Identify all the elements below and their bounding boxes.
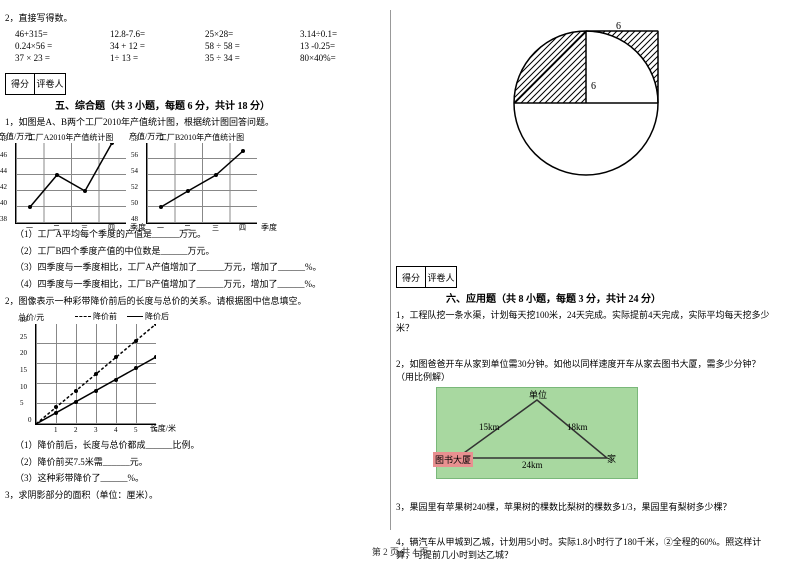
xtick: 二 (184, 223, 191, 233)
xtick: 3 (94, 426, 98, 434)
q5-2-2: （2）降价前买7.5米需______元。 (15, 456, 385, 469)
tri-bl-label: 图书大厦 (433, 452, 473, 467)
q5-3: 3，求阴影部分的面积（单位：厘米）。 (5, 489, 385, 502)
calc-item: 80×40%= (300, 53, 385, 63)
calc-item: 0.24×56 = (15, 41, 100, 51)
chart-b: 工厂B2010年产值统计图 产值/万元 季度 48 50 52 54 56 58… (146, 132, 257, 224)
chart-b-xlabel: 季度 (261, 222, 277, 233)
ribbon-grid: 总价/元 长度/米 0 5 10 15 20 25 30 1 2 3 4 5 6 (35, 324, 156, 425)
ytick: 52 (131, 184, 138, 191)
calc-item: 46+315= (15, 29, 100, 39)
geometry-figure: 6 6 (466, 8, 706, 181)
score-row-6: 得分 评卷人 (396, 266, 776, 288)
calc-item: 13 -0.25= (300, 41, 385, 51)
q5-2-3: （3）这种彩带降价了______%。 (15, 472, 385, 485)
section-5-title: 五、综合题（共 3 小题，每题 6 分，共计 18 分） (55, 97, 385, 112)
chart-b-grid: 产值/万元 季度 48 50 52 54 56 58 一 二 三 四 (146, 143, 257, 224)
ytick: 48 (131, 216, 138, 223)
ytick: 38 (0, 216, 7, 223)
calc-grid: 46+315= 12.8-7.6= 25×28= 3.14÷0.1= 0.24×… (15, 29, 385, 63)
score-box-6: 得分 评卷人 (396, 266, 457, 288)
ytick: 5 (20, 400, 24, 407)
chart-ribbon: 降价前 降价后 总价/元 长度/米 0 5 10 15 20 25 30 1 2… (35, 311, 385, 425)
ytick: 15 (20, 367, 27, 374)
calc-title: 2，直接写得数。 (5, 12, 385, 25)
xtick: 1 (54, 426, 58, 434)
ytick: 48 (0, 136, 7, 143)
q5-1-1: （1）工厂A平均每个季度的产值是______万元。 (15, 228, 385, 241)
calc-item: 35 ÷ 34 = (205, 53, 290, 63)
q6-1: 1，工程队挖一条水渠，计划每天挖100米，24天完成。实际提前4天完成，实际平均… (396, 309, 776, 334)
score-row: 得分 评卷人 (5, 73, 385, 95)
triangle-figure: 单位 15km 18km 图书大厦 家 24km (436, 387, 638, 479)
calc-item: 3.14÷0.1= (300, 29, 385, 39)
ytick: 44 (0, 168, 7, 175)
calc-item: 37 × 23 = (15, 53, 100, 63)
ytick: 40 (0, 200, 7, 207)
xtick: 四 (239, 223, 246, 233)
calc-item: 1÷ 13 = (110, 53, 195, 63)
calc-item: 25×28= (205, 29, 290, 39)
ytick: 58 (131, 136, 138, 143)
ribbon-lines (36, 324, 156, 424)
q6-3: 3，果园里有苹果树240棵，苹果树的棵数比梨树的棵数多1/3，果园里有梨树多少棵… (396, 501, 776, 514)
grader-label: 评卷人 (35, 74, 65, 94)
xtick: 2 (74, 426, 78, 434)
q5-2: 2，图像表示一种彩带降价前后的长度与总价的关系。请根据图中信息填空。 (5, 295, 385, 308)
score-label: 得分 (6, 74, 35, 94)
calc-item: 34 + 12 = (110, 41, 195, 51)
legend-before: 降价前 (75, 311, 117, 322)
xtick: 5 (134, 426, 138, 434)
ytick: 54 (131, 168, 138, 175)
grader-label: 评卷人 (426, 267, 456, 287)
ytick: 50 (131, 200, 138, 207)
chart-a: 工厂A2010年产值统计图 产值/万元 季度 38 40 42 44 46 48… (15, 132, 126, 224)
xtick: 4 (114, 426, 118, 434)
q5-2-1: （1）降价前后，长度与总价都成______比例。 (15, 439, 385, 452)
q5-1-2: （2）工厂B四个季度产值的中位数是______万元。 (15, 245, 385, 258)
xtick: 二 (53, 223, 60, 233)
ytick: 25 (20, 334, 27, 341)
xtick: 一 (26, 223, 33, 233)
q5-1-3: （3）四季度与一季度相比，工厂A产值增加了______万元，增加了______%… (15, 261, 385, 274)
q5-1-4: （4）四季度与一季度相比，工厂B产值增加了______万元，增加了______%… (15, 278, 385, 291)
tri-left-label: 15km (479, 422, 500, 432)
calc-item: 12.8-7.6= (110, 29, 195, 39)
right-column: 6 6 得分 评卷人 六、应用题（共 8 小题，每题 3 分，共计 24 分） … (391, 0, 781, 545)
xtick: 一 (157, 223, 164, 233)
q6-2: 2，如图爸爸开车从家到单位需30分钟。如他以同样速度开车从家去图书大厦，需多少分… (396, 358, 776, 383)
xtick: 三 (212, 223, 219, 233)
legend: 降价前 降价后 (75, 311, 385, 322)
chart-a-line (16, 143, 126, 223)
legend-after: 降价后 (127, 311, 169, 322)
ytick: 30 (20, 317, 27, 324)
ytick: 20 (20, 350, 27, 357)
tri-right-label: 18km (567, 422, 588, 432)
q5-1: 1，如图是A、B两个工厂2010年产值统计图，根据统计图回答问题。 (5, 116, 385, 129)
radius-6-label: 6 (591, 81, 596, 92)
ytick: 46 (0, 152, 7, 159)
ytick: 10 (20, 384, 27, 391)
xtick: 6 (154, 426, 158, 434)
q6-4: 4，辆汽车从甲城到乙城，计划用5小时。实际1.8小时行了180千米，②全程的60… (396, 536, 776, 561)
calc-item: 58 ÷ 58 = (205, 41, 290, 51)
section-6-title: 六、应用题（共 8 小题，每题 3 分，共计 24 分） (446, 290, 776, 305)
score-box: 得分 评卷人 (5, 73, 66, 95)
circle-triangle-svg (466, 8, 706, 178)
chart-a-xlabel: 季度 (130, 222, 146, 233)
chart-a-grid: 产值/万元 季度 38 40 42 44 46 48 一 二 三 四 (15, 143, 126, 224)
tri-top-label: 单位 (529, 388, 547, 401)
chart-b-line (147, 143, 257, 223)
ytick: 0 (28, 417, 32, 424)
tri-br-label: 家 (607, 452, 616, 465)
tri-bottom-label: 24km (522, 460, 543, 470)
score-label: 得分 (397, 267, 426, 287)
ytick: 42 (0, 184, 7, 191)
xtick: 四 (108, 223, 115, 233)
top-6-label: 6 (616, 21, 621, 32)
left-column: 2，直接写得数。 46+315= 12.8-7.6= 25×28= 3.14÷0… (0, 0, 390, 545)
ytick: 56 (131, 152, 138, 159)
xtick: 三 (81, 223, 88, 233)
chart-pair: 工厂A2010年产值统计图 产值/万元 季度 38 40 42 44 46 48… (15, 132, 385, 224)
